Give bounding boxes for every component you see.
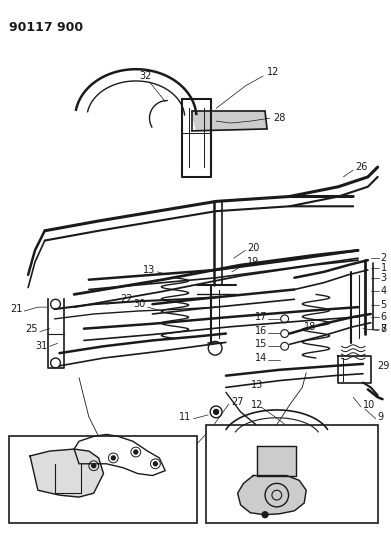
Circle shape [92,464,96,468]
Text: 4: 4 [380,286,387,296]
Text: 18: 18 [304,322,316,332]
Text: 21: 21 [10,304,22,314]
Text: 13: 13 [251,381,263,391]
Text: 8: 8 [380,324,387,334]
Text: 6: 6 [380,312,387,322]
Text: 26: 26 [355,162,368,172]
Text: 17: 17 [255,312,267,322]
Text: 12: 12 [251,400,263,410]
Text: 10: 10 [363,400,375,410]
Text: 30: 30 [133,299,145,309]
Circle shape [134,450,138,454]
Text: 1: 1 [380,263,387,273]
Text: 9: 9 [378,412,384,422]
Text: 25: 25 [25,324,38,334]
Circle shape [213,409,219,414]
Text: 27: 27 [231,397,243,407]
Text: 15: 15 [255,340,267,349]
Text: 13: 13 [143,265,155,275]
Text: 33: 33 [206,459,218,469]
Text: 7: 7 [380,324,387,334]
Text: 28: 28 [274,113,286,123]
Text: 16: 16 [255,326,267,336]
Circle shape [153,462,157,466]
Text: 31: 31 [36,341,48,351]
Text: 34: 34 [306,454,317,463]
Text: 3: 3 [380,273,387,283]
Text: 23: 23 [165,442,177,451]
Text: 13: 13 [306,467,317,476]
Text: 12: 12 [267,67,279,77]
Text: 24: 24 [83,505,95,514]
Text: 19: 19 [248,257,260,267]
Text: 14: 14 [255,353,267,363]
Text: 20: 20 [248,244,260,253]
Text: 29: 29 [378,361,390,371]
Circle shape [262,512,268,518]
Text: 5: 5 [380,300,387,310]
Polygon shape [257,446,296,475]
Text: 32: 32 [140,71,152,81]
Text: 11: 11 [179,412,192,422]
Text: 27: 27 [306,486,317,495]
Polygon shape [30,449,104,497]
Text: 2: 2 [380,253,387,263]
Bar [9,437,197,522]
Text: 22: 22 [120,294,133,304]
Polygon shape [192,111,267,131]
Text: 90117 900: 90117 900 [9,21,83,34]
Text: 27: 27 [29,503,41,511]
Circle shape [111,456,115,460]
Text: (SLA): (SLA) [246,512,268,521]
Text: 35: 35 [239,503,250,511]
Bar [206,425,378,522]
Polygon shape [238,475,306,515]
